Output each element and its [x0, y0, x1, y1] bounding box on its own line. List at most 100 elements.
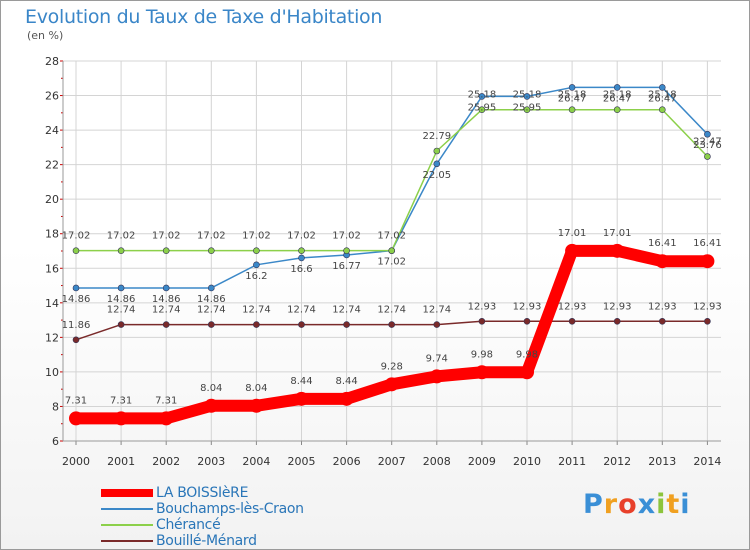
data-label: 7.31: [65, 395, 87, 406]
data-point: [298, 321, 305, 328]
logo-letter: t: [666, 489, 681, 520]
data-point: [433, 147, 441, 155]
data-label: 14.86: [152, 294, 181, 305]
data-point: [343, 247, 350, 254]
data-label: 14.86: [107, 294, 136, 305]
data-label: 12.74: [332, 305, 361, 316]
data-point: [613, 84, 621, 91]
y-tick-label: 6: [52, 435, 59, 448]
data-label: 23.76: [693, 140, 722, 151]
chart-unit-label: (en %): [27, 29, 64, 42]
data-point: [613, 106, 621, 114]
data-point: [117, 247, 125, 254]
data-label: 22.79: [422, 131, 451, 142]
data-point: [704, 130, 711, 138]
y-tick-label: 22: [45, 159, 59, 172]
legend-label: Chérancé: [156, 517, 221, 533]
data-label: 17.02: [107, 231, 136, 242]
y-tick-label: 20: [45, 193, 59, 206]
y-tick-label: 10: [45, 366, 59, 379]
data-point: [298, 247, 305, 254]
data-label: 16.41: [693, 238, 722, 249]
data-point: [523, 93, 531, 100]
data-point: [388, 321, 396, 328]
data-label: 12.93: [558, 301, 587, 312]
x-tick-label: 2013: [648, 455, 676, 468]
logo-letter: i: [656, 489, 667, 520]
x-tick-label: 2007: [378, 455, 406, 468]
data-label: 16.77: [332, 261, 361, 272]
x-tick-label: 2004: [242, 455, 270, 468]
legend-label: Bouchamps-lès-Craon: [156, 501, 304, 517]
x-tick-label: 2011: [558, 455, 586, 468]
data-label: 25.18: [468, 90, 497, 101]
data-point: [208, 247, 215, 254]
data-label: 17.02: [152, 231, 181, 242]
data-label: 14.86: [197, 294, 226, 305]
data-label: 8.04: [245, 383, 267, 394]
x-tick-label: 2014: [693, 455, 721, 468]
data-label: 7.31: [110, 395, 132, 406]
y-tick-label: 16: [45, 262, 59, 275]
y-tick-label: 12: [45, 331, 59, 344]
y-tick-label: 8: [52, 400, 59, 413]
chart-title: Evolution du Taux de Taxe d'Habitation: [25, 6, 383, 28]
x-tick-label: 2012: [603, 455, 631, 468]
x-tick-label: 2009: [468, 455, 496, 468]
data-label: 11.86: [62, 320, 91, 331]
data-label: 16.41: [648, 238, 677, 249]
data-label: 25.18: [648, 90, 677, 101]
data-label: 17.02: [377, 257, 406, 268]
data-label: 26.47: [558, 93, 587, 104]
legend-swatch: [101, 524, 153, 526]
data-point: [249, 398, 264, 413]
data-label: 17.01: [603, 228, 632, 239]
data-label: 8.44: [335, 376, 357, 387]
data-point: [523, 317, 531, 325]
y-tick-label: 28: [45, 55, 59, 68]
data-label: 8.44: [290, 376, 312, 387]
data-point: [433, 160, 441, 168]
data-point: [117, 284, 125, 292]
data-label: 12.74: [422, 305, 451, 316]
data-label: 25.95: [513, 102, 542, 113]
x-tick-label: 2002: [152, 455, 180, 468]
data-point: [69, 411, 83, 426]
data-point: [658, 84, 666, 91]
data-label: 12.74: [242, 305, 271, 316]
data-label: 16.6: [290, 264, 312, 275]
data-point: [253, 321, 260, 328]
logo-letter: r: [603, 489, 619, 520]
data-label: 17.02: [332, 231, 361, 242]
data-label: 17.02: [62, 231, 91, 242]
data-point: [72, 284, 80, 292]
logo-letter: i: [680, 489, 691, 520]
data-point: [72, 247, 80, 254]
data-point: [568, 84, 576, 91]
data-point: [384, 377, 399, 392]
data-label: 22.47: [693, 137, 722, 148]
data-point: [343, 321, 350, 328]
data-point: [655, 254, 670, 269]
data-point: [658, 106, 666, 114]
data-label: 17.02: [287, 231, 316, 242]
data-point: [339, 391, 354, 406]
y-tick-label: 26: [45, 90, 59, 103]
data-label: 12.74: [152, 305, 181, 316]
data-label: 12.93: [603, 301, 632, 312]
data-label: 25.18: [603, 90, 632, 101]
data-label: 17.02: [377, 231, 406, 242]
legend-label: Bouillé-Ménard: [156, 533, 257, 549]
data-label: 9.74: [426, 353, 448, 364]
legend-label: LA BOISSIèRE: [156, 485, 249, 501]
data-point: [704, 317, 711, 325]
data-label: 22.05: [422, 170, 451, 181]
data-label: 26.47: [648, 93, 677, 104]
data-label: 25.18: [513, 90, 542, 101]
x-tick-label: 2000: [62, 455, 90, 468]
data-point: [478, 317, 486, 325]
data-point: [613, 317, 621, 325]
data-point: [474, 365, 489, 380]
data-point: [253, 247, 260, 254]
